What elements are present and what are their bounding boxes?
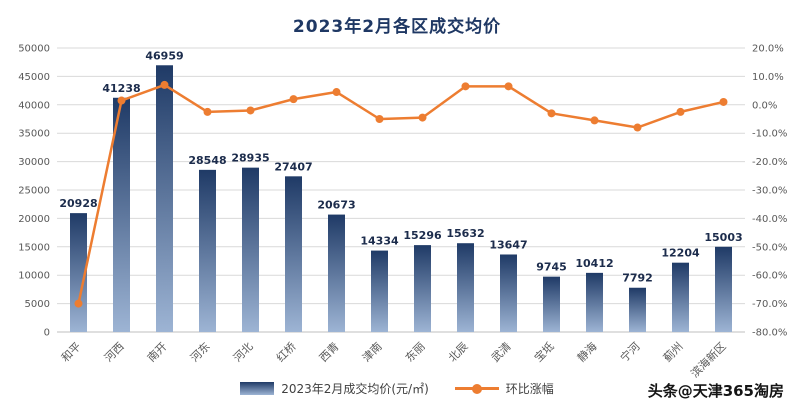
bar-value-label: 7792 xyxy=(622,272,653,285)
x-axis-label: 滨海新区 xyxy=(688,339,729,380)
bar xyxy=(199,169,216,332)
x-axis-label: 蓟州 xyxy=(661,340,686,365)
line-marker xyxy=(246,106,255,115)
bar-value-label: 12204 xyxy=(661,247,700,260)
bar-series-label: 2023年2月成交均价(元/㎡) xyxy=(281,382,429,396)
x-axis-label: 河东 xyxy=(188,340,213,365)
bar-series-swatch xyxy=(240,382,275,395)
line-marker xyxy=(633,123,642,132)
bar xyxy=(113,97,130,332)
chart-legend: 2023年2月成交均价(元/㎡) 环比涨幅 xyxy=(0,380,794,397)
y-axis-label-right: -20.0% xyxy=(752,157,787,168)
bar-value-label: 20928 xyxy=(59,197,97,210)
x-axis-label: 河北 xyxy=(231,340,256,365)
bar-value-label: 28935 xyxy=(231,152,269,165)
bar-value-label: 27407 xyxy=(274,160,312,173)
chart-title: 2023年2月各区成交均价 xyxy=(292,17,502,37)
x-axis-label: 红桥 xyxy=(274,340,299,365)
bar xyxy=(543,276,560,332)
x-axis-label: 津南 xyxy=(360,340,385,365)
bar xyxy=(586,272,603,332)
x-axis-label: 西青 xyxy=(317,340,342,365)
bar xyxy=(457,243,474,332)
line-marker xyxy=(74,299,83,308)
y-axis-label-left: 35000 xyxy=(18,129,50,140)
y-axis-label-right: -70.0% xyxy=(752,299,787,310)
bar xyxy=(672,262,689,332)
line-marker-icon xyxy=(471,383,482,394)
line-series-swatch xyxy=(454,383,499,394)
bar-value-label: 15296 xyxy=(403,229,442,242)
bar xyxy=(70,213,87,332)
bar xyxy=(629,287,646,332)
trend-line xyxy=(77,83,724,304)
y-axis-label-left: 30000 xyxy=(18,157,50,168)
y-axis-label-right: 0.0% xyxy=(752,100,777,111)
line-marker xyxy=(160,80,169,89)
bar xyxy=(328,214,345,332)
x-axis-label: 静海 xyxy=(574,339,599,364)
bar xyxy=(414,245,431,332)
bar xyxy=(500,254,517,332)
y-axis-label-right: -40.0% xyxy=(752,214,787,225)
y-axis-label-left: 25000 xyxy=(18,186,50,197)
y-axis-label-right: -50.0% xyxy=(752,242,787,253)
y-axis-label-right: -10.0% xyxy=(752,129,787,140)
y-axis-label-left: 20000 xyxy=(18,214,50,225)
line-marker xyxy=(590,116,599,125)
bar xyxy=(715,246,732,332)
bar-value-label: 15632 xyxy=(446,227,484,240)
x-axis-label: 武清 xyxy=(489,340,514,365)
y-axis-label-left: 5000 xyxy=(25,299,50,310)
x-axis-label: 南开 xyxy=(145,340,170,365)
legend-item-bar-series: 2023年2月成交均价(元/㎡) xyxy=(240,380,429,397)
bar xyxy=(285,176,302,332)
y-axis-label-left: 50000 xyxy=(18,44,50,55)
bar-value-label: 13647 xyxy=(489,238,527,251)
bar xyxy=(156,65,173,332)
line-marker xyxy=(117,96,126,105)
line-marker xyxy=(719,97,728,106)
line-marker xyxy=(461,82,470,91)
line-marker xyxy=(504,82,513,91)
y-axis-label-left: 15000 xyxy=(18,242,50,253)
x-axis-label: 宁河 xyxy=(617,339,642,364)
bar-value-label: 20673 xyxy=(317,199,355,212)
line-marker xyxy=(203,107,212,116)
y-axis-label-left: 45000 xyxy=(18,72,50,83)
bar xyxy=(242,167,259,332)
line-marker xyxy=(418,113,427,122)
y-axis-label-right: 20.0% xyxy=(752,44,784,55)
y-axis-label-right: -80.0% xyxy=(752,328,787,339)
bar-value-label: 10412 xyxy=(575,257,613,270)
bar-value-label: 28548 xyxy=(188,154,226,167)
y-axis-label-right: -60.0% xyxy=(752,271,787,282)
x-axis-label: 河西 xyxy=(102,340,127,365)
line-marker xyxy=(375,115,384,123)
line-series-label: 环比涨幅 xyxy=(505,382,554,396)
x-axis-label: 和平 xyxy=(59,340,84,365)
bar-value-label: 46959 xyxy=(145,49,183,62)
bar-value-label: 9745 xyxy=(536,261,567,274)
x-axis-label: 北辰 xyxy=(446,340,471,365)
line-marker xyxy=(547,109,556,118)
x-axis-label: 宝坻 xyxy=(531,339,556,364)
y-axis-label-left: 0 xyxy=(44,328,50,339)
legend-item-line-series: 环比涨幅 xyxy=(454,380,554,397)
line-marker xyxy=(332,88,341,97)
y-axis-label-left: 10000 xyxy=(18,271,50,282)
bar-value-label: 41238 xyxy=(102,82,140,95)
y-axis-label-right: -30.0% xyxy=(752,186,787,197)
bar-value-label: 15003 xyxy=(704,231,742,244)
y-axis-label-right: 10.0% xyxy=(752,72,784,83)
watermark: 头条@天津365淘房 xyxy=(647,382,784,400)
y-axis-label-left: 40000 xyxy=(18,100,50,111)
bar xyxy=(371,250,388,332)
bar-value-label: 14334 xyxy=(360,235,399,248)
x-axis-label: 东丽 xyxy=(403,340,428,365)
line-marker xyxy=(289,95,298,104)
line-marker xyxy=(676,107,685,116)
